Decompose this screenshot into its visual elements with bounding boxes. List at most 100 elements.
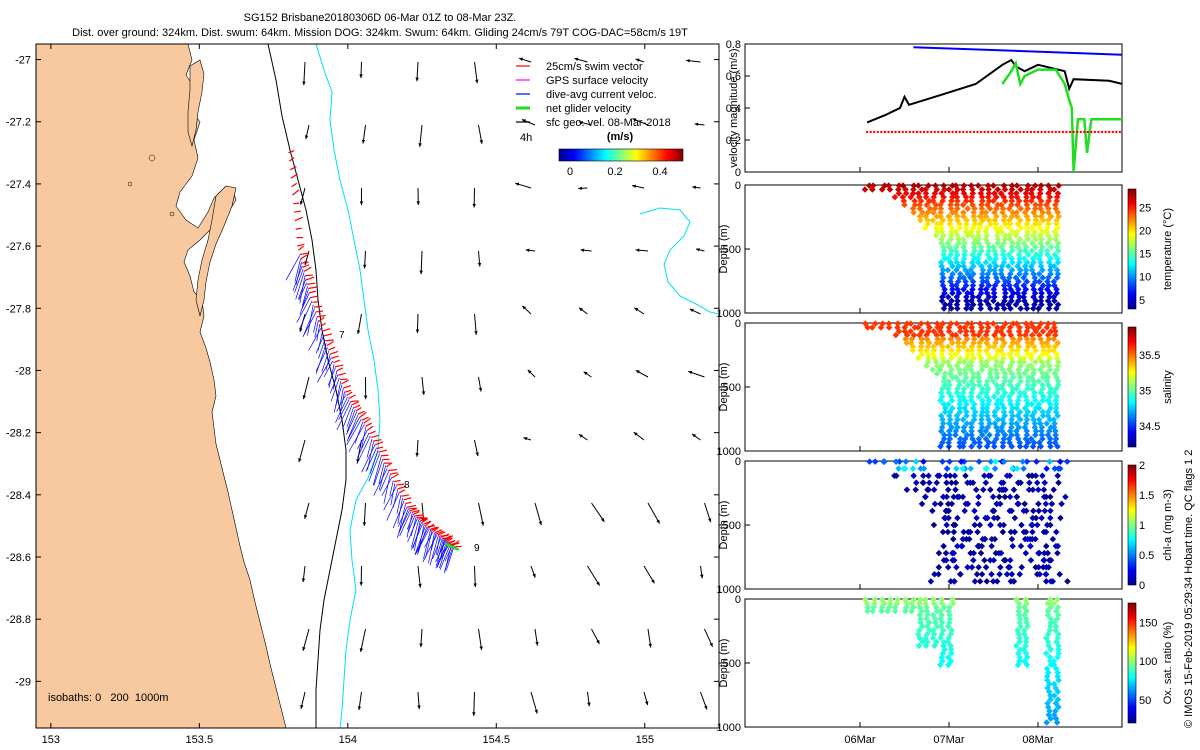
- swim-vector: [321, 328, 331, 332]
- oxygen-data-point: [884, 607, 891, 615]
- chla-data-point: [991, 535, 999, 543]
- swim-speed-point: [869, 130, 872, 134]
- temperature-data-point: [1008, 293, 1015, 301]
- salinity-data-point: [944, 343, 952, 350]
- oxygen-colorbar-tick-2: 150: [1139, 617, 1157, 629]
- temperature-ytick-label-0: 0: [735, 180, 741, 192]
- dac-vector: [445, 546, 455, 571]
- salinity-data-point: [1016, 335, 1024, 343]
- swim-vector: [432, 526, 440, 533]
- swim-vector: [399, 489, 406, 494]
- temperature-data-point: [917, 216, 924, 224]
- salinity-data-point: [945, 401, 952, 408]
- legend-geo-velocity: sfc geo. vel. 08-Mar-2018: [546, 117, 671, 129]
- chla-data-point: [871, 458, 879, 465]
- oxygen-colorbar-tick-0: 50: [1139, 695, 1151, 707]
- geo-arrow-head: [635, 248, 640, 252]
- salinity-data-point: [998, 424, 1005, 431]
- salinity-data-point: [918, 351, 926, 358]
- swim-vector: [395, 483, 404, 486]
- chla-data-point: [960, 528, 967, 536]
- geo-velocity-arrow: [478, 628, 483, 651]
- temperature-data-point: [945, 186, 953, 193]
- swim-vector: [431, 526, 438, 531]
- temperature-data-point: [1008, 247, 1016, 255]
- salinity-data-point: [1013, 385, 1020, 393]
- swim-vector: [419, 517, 428, 522]
- dac-vector: [335, 396, 348, 423]
- oxygen-data-point: [878, 607, 885, 615]
- oxygen-data-point: [863, 600, 871, 607]
- dac-vector: [307, 304, 314, 336]
- chla-data-point: [1010, 486, 1018, 494]
- map-xtick-label-2: 154: [339, 734, 357, 746]
- dac-vector: [383, 474, 391, 504]
- geo-arrow-head: [532, 573, 536, 578]
- chla-data-point: [943, 521, 950, 529]
- salinity-data-point: [964, 381, 972, 389]
- geo-arrow-head: [694, 122, 699, 127]
- chla-data-point: [1020, 528, 1028, 536]
- temperature-data-point: [959, 201, 967, 209]
- legend-time-marker: 4h: [520, 132, 532, 144]
- dac-vector: [368, 453, 380, 482]
- chla-data-point: [946, 458, 953, 465]
- map-ytick-label-9: -28.8: [6, 614, 31, 626]
- salinity-data-point: [915, 354, 922, 362]
- temperature-data-point: [923, 201, 931, 209]
- oxygen-data-point: [1024, 623, 1031, 630]
- oxygen-data-point: [922, 642, 930, 649]
- dac-vector: [369, 450, 379, 475]
- swim-vector: [390, 472, 398, 475]
- salinity-data-point: [990, 343, 998, 350]
- swim-vector: [291, 182, 298, 188]
- swim-vector: [306, 282, 316, 285]
- geo-velocity-arrow: [474, 439, 479, 457]
- temperature-data-point: [1012, 301, 1020, 308]
- salinity-data-point: [903, 339, 910, 347]
- geo-velocity-arrow: [583, 371, 592, 378]
- dac-vector: [335, 384, 343, 407]
- geo-arrow-head: [419, 270, 423, 275]
- swim-vector: [304, 274, 313, 277]
- map-xtick-label-0: 153: [42, 734, 60, 746]
- dac-vector: [386, 492, 400, 521]
- swim-vector: [344, 389, 352, 393]
- chla-data-point: [1018, 521, 1025, 529]
- geo-velocity-arrow: [478, 502, 485, 526]
- swim-vector: [348, 394, 356, 399]
- temperature-data-point: [949, 182, 956, 189]
- salinity-data-point: [954, 385, 961, 393]
- dac-vector: [285, 255, 301, 281]
- geo-velocity-arrow: [474, 313, 478, 335]
- geo-arrow-head: [633, 432, 638, 436]
- map-xtick-label-3: 154.5: [483, 734, 511, 746]
- chla-data-point: [1019, 458, 1026, 465]
- temperature-data-point: [964, 232, 971, 239]
- oxygen-data-point: [949, 600, 957, 607]
- geo-velocity-arrow: [361, 124, 366, 144]
- geo-arrow-shaft: [473, 691, 475, 716]
- geo-arrow-head: [578, 186, 582, 191]
- geo-velocity-arrow: [647, 628, 652, 648]
- salinity-data-point: [986, 354, 994, 362]
- chla-data-point: [954, 493, 961, 501]
- swim-speed-point: [1075, 130, 1079, 134]
- chla-data-point: [1021, 500, 1028, 508]
- dac-vector: [298, 282, 307, 301]
- temperature-data-point: [1016, 255, 1023, 262]
- geo-arrow-head: [304, 135, 309, 140]
- chla-data-point: [1014, 500, 1021, 508]
- salinity-data-point: [983, 404, 990, 412]
- oxygen-data-point: [946, 611, 953, 619]
- temperature-data-point: [977, 301, 984, 308]
- temperature-colorbar-tick-1: 10: [1139, 272, 1151, 284]
- temperature-data-point: [963, 224, 970, 232]
- temperature-data-point: [987, 220, 994, 228]
- salinity-data-point: [1016, 439, 1024, 446]
- dac-vector: [333, 381, 342, 413]
- temperature-data-point: [962, 193, 970, 201]
- temperature-data-point: [992, 251, 999, 259]
- chla-data-point: [997, 563, 1004, 571]
- chla-data-point: [1017, 542, 1025, 550]
